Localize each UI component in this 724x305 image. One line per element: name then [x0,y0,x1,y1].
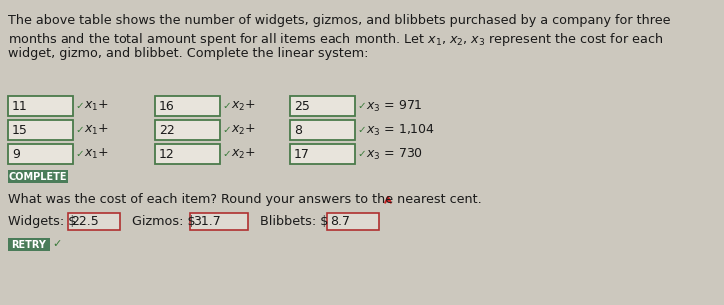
Text: COMPLETE: COMPLETE [9,171,67,181]
FancyBboxPatch shape [8,170,68,183]
Text: $x_2$+: $x_2$+ [231,99,256,113]
Text: Blibbets: $: Blibbets: $ [260,215,328,228]
Text: $x_3$ = 971: $x_3$ = 971 [366,99,423,113]
Text: $x_1$+: $x_1$+ [84,99,109,113]
FancyBboxPatch shape [155,144,220,164]
FancyBboxPatch shape [8,144,73,164]
FancyBboxPatch shape [290,144,355,164]
Text: ✓: ✓ [222,125,231,135]
Text: What was the cost of each item? Round your answers to the nearest cent.: What was the cost of each item? Round yo… [8,193,481,206]
Text: ✓: ✓ [222,101,231,111]
Text: $x_3$ = 1,104: $x_3$ = 1,104 [366,122,435,138]
Text: ✓: ✓ [357,101,366,111]
FancyBboxPatch shape [8,238,50,251]
FancyBboxPatch shape [8,120,73,140]
FancyBboxPatch shape [190,213,248,230]
Text: 11: 11 [12,99,28,113]
FancyBboxPatch shape [155,120,220,140]
Text: $x_1$+: $x_1$+ [84,123,109,137]
Text: ✓: ✓ [75,125,84,135]
Text: Widgets: $: Widgets: $ [8,215,76,228]
Text: 8: 8 [294,124,302,137]
Text: widget, gizmo, and blibbet. Complete the linear system:: widget, gizmo, and blibbet. Complete the… [8,47,369,60]
Text: ✓: ✓ [222,149,231,159]
FancyBboxPatch shape [290,96,355,116]
FancyBboxPatch shape [68,213,120,230]
Text: 9: 9 [12,148,20,160]
Text: 16: 16 [159,99,174,113]
Text: ✓: ✓ [75,149,84,159]
Text: ✓: ✓ [357,149,366,159]
FancyBboxPatch shape [327,213,379,230]
Text: ✓: ✓ [52,239,62,249]
Text: ✓: ✓ [357,125,366,135]
Text: RETRY: RETRY [12,239,46,249]
FancyBboxPatch shape [8,96,73,116]
Text: Gizmos: $: Gizmos: $ [132,215,195,228]
Text: 22.5: 22.5 [71,215,98,228]
FancyBboxPatch shape [155,96,220,116]
Text: 22: 22 [159,124,174,137]
Text: $x_2$+: $x_2$+ [231,147,256,161]
Text: The above table shows the number of widgets, gizmos, and blibbets purchased by a: The above table shows the number of widg… [8,14,670,27]
Text: 15: 15 [12,124,28,137]
Text: 17: 17 [294,148,310,160]
Text: months and the total amount spent for all items each month. Let $x_1$, $x_2$, $x: months and the total amount spent for al… [8,30,663,48]
Text: 25: 25 [294,99,310,113]
Text: 31.7: 31.7 [193,215,221,228]
FancyBboxPatch shape [290,120,355,140]
Text: 8.7: 8.7 [330,215,350,228]
Text: ✓: ✓ [75,101,84,111]
Text: $x_3$ = 730: $x_3$ = 730 [366,146,423,162]
Text: $x_2$+: $x_2$+ [231,123,256,137]
Text: 12: 12 [159,148,174,160]
Text: $x_1$+: $x_1$+ [84,147,109,161]
